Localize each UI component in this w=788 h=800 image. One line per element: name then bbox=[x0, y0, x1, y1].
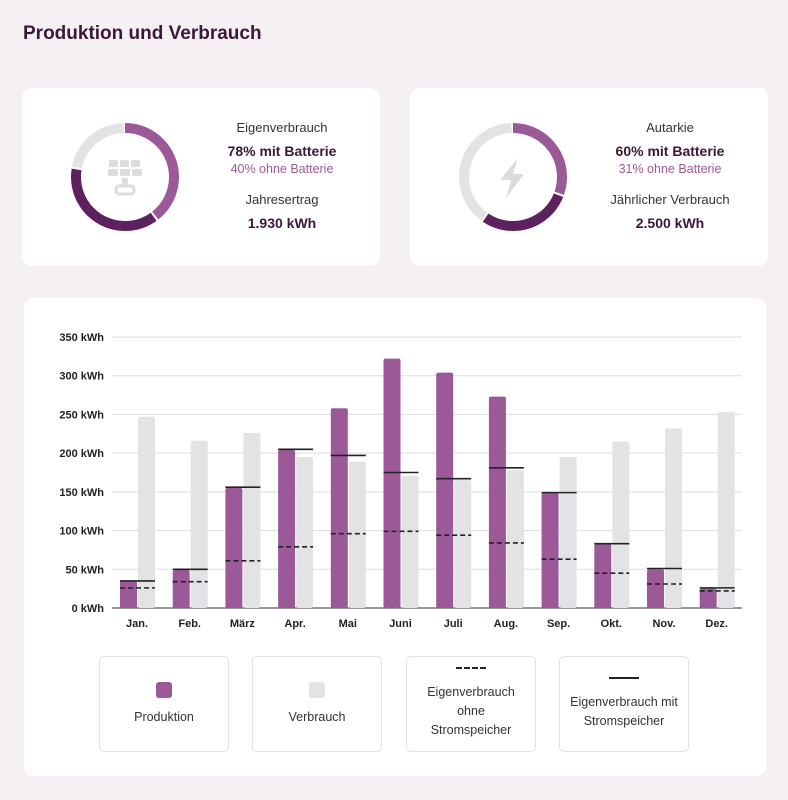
autarky-card: Autarkie 60% mit Batterie 31% ohne Batte… bbox=[410, 88, 768, 266]
consumption-bar bbox=[506, 470, 524, 608]
solar-panel-icon bbox=[108, 160, 142, 196]
autarky-donut bbox=[459, 123, 567, 231]
x-tick-label: Apr. bbox=[284, 618, 305, 630]
remaining-arc bbox=[459, 123, 567, 231]
x-tick-label: Nov. bbox=[652, 618, 675, 630]
x-tick-label: März bbox=[230, 618, 256, 630]
self-consumption-donut bbox=[71, 123, 179, 231]
legend-self-consumption-without-storage: Eigenverbrauch ohne Stromspeicher bbox=[406, 656, 536, 752]
y-tick-label: 150 kWh bbox=[59, 487, 104, 499]
production-bar bbox=[120, 580, 137, 608]
consumption-bar bbox=[717, 412, 735, 608]
y-tick-label: 250 kWh bbox=[59, 409, 104, 421]
kpi-label-2: Jährlicher Verbrauch bbox=[610, 192, 730, 207]
chart-card: 0 kWh 50 kWh 100 kWh 150 kWh 200 kWh 250 kWh 3… bbox=[24, 298, 766, 776]
x-tick-label: Juli bbox=[444, 618, 463, 630]
consumption-bar bbox=[401, 475, 419, 608]
consumption-bar bbox=[665, 428, 682, 608]
lightning-icon bbox=[500, 158, 524, 198]
kpi-label: Eigenverbrauch bbox=[236, 120, 328, 135]
production-bar bbox=[594, 543, 612, 608]
kpi-label: Autarkie bbox=[646, 120, 694, 135]
kpi-without-battery: 40% ohne Batterie bbox=[230, 162, 334, 176]
production-bar bbox=[699, 588, 717, 608]
consumption-bar bbox=[190, 440, 208, 608]
kpi-value-2: 1.930 kWh bbox=[247, 215, 317, 231]
legend-self-consumption-with-storage: Eigenverbrauch mit Stromspeicher bbox=[559, 656, 689, 752]
y-tick-label: 0 kWh bbox=[72, 603, 105, 615]
x-tick-label: Dez. bbox=[705, 618, 728, 630]
consumption-bar bbox=[348, 461, 366, 608]
without-battery-arc bbox=[71, 123, 179, 231]
production-bar bbox=[436, 372, 454, 608]
without-battery-arc bbox=[459, 123, 567, 231]
production-bar bbox=[172, 570, 190, 608]
production-bar bbox=[541, 492, 559, 608]
y-tick-label: 50 kWh bbox=[65, 564, 104, 576]
x-tick-label: Okt. bbox=[601, 618, 622, 630]
kpi-without-battery: 31% ohne Batterie bbox=[618, 162, 722, 176]
page-title: Produktion und Verbrauch bbox=[23, 23, 262, 44]
production-bar bbox=[278, 450, 296, 608]
production-bar bbox=[383, 358, 401, 608]
production-bar bbox=[488, 396, 506, 608]
x-tick-label: Aug. bbox=[494, 618, 518, 630]
legend-label: Produktion bbox=[134, 709, 194, 724]
x-tick-label: Sep. bbox=[547, 618, 570, 630]
legend-label: Eigenverbrauch mit Stromspeicher bbox=[570, 695, 678, 728]
legend-label: Verbrauch bbox=[288, 709, 346, 724]
legend-consumption: Verbrauch bbox=[252, 656, 382, 752]
y-tick-label: 100 kWh bbox=[59, 526, 104, 538]
consumption-bar bbox=[612, 441, 630, 608]
production-swatch bbox=[156, 681, 172, 698]
self-consumption-card: Eigenverbrauch 78% mit Batterie 40% ohne… bbox=[22, 88, 380, 266]
consumption-swatch bbox=[309, 681, 325, 698]
kpi-with-battery: 78% mit Batterie bbox=[227, 143, 337, 159]
y-tick-label: 300 kWh bbox=[59, 371, 104, 383]
consumption-bar bbox=[243, 433, 261, 608]
legend-label: Eigenverbrauch ohne Stromspeicher bbox=[427, 685, 515, 737]
with-battery-arc bbox=[71, 123, 179, 231]
dashed-line-swatch bbox=[456, 667, 486, 669]
consumption-bar bbox=[559, 457, 577, 608]
bar-chart: 0 kWh 50 kWh 100 kWh 150 kWh 200 kWh 250 kWh 3… bbox=[59, 332, 742, 630]
kpi-label-2: Jahresertrag bbox=[245, 192, 319, 207]
legend-production: Produktion bbox=[99, 656, 229, 752]
with-battery-arc bbox=[459, 123, 567, 231]
consumption-bar bbox=[138, 416, 155, 608]
solid-line-swatch bbox=[609, 677, 639, 679]
x-tick-label: Juni bbox=[389, 618, 412, 630]
x-tick-label: Mai bbox=[339, 618, 357, 630]
x-tick-label: Jan. bbox=[126, 618, 148, 630]
kpi-with-battery: 60% mit Batterie bbox=[615, 143, 725, 159]
x-tick-label: Feb. bbox=[178, 618, 201, 630]
production-bar bbox=[225, 487, 243, 608]
production-bar bbox=[330, 408, 348, 608]
y-tick-label: 350 kWh bbox=[59, 332, 104, 344]
kpi-value-2: 2.500 kWh bbox=[635, 215, 705, 231]
production-bar bbox=[647, 569, 664, 608]
consumption-bar bbox=[296, 457, 314, 608]
y-tick-label: 200 kWh bbox=[59, 448, 104, 460]
consumption-bar bbox=[454, 480, 472, 608]
